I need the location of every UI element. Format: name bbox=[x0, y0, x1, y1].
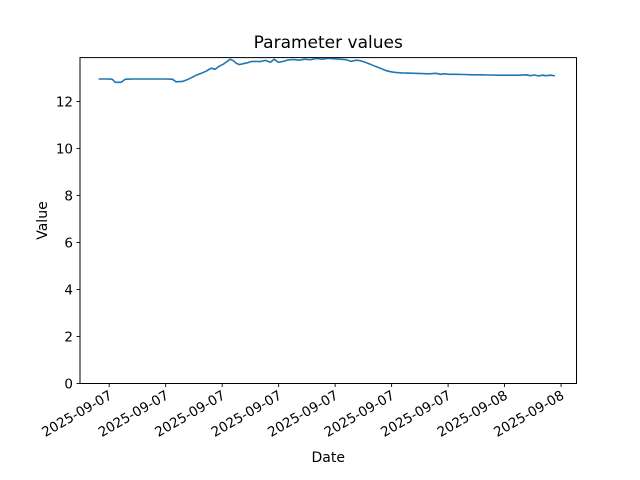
parameter-line bbox=[98, 57, 556, 84]
y-axis-ticks bbox=[76, 101, 80, 384]
y-axis-tick-labels: 0 2 4 6 8 10 12 bbox=[56, 94, 73, 392]
y-tick-label: 12 bbox=[56, 94, 73, 110]
y-axis-label: Value bbox=[35, 201, 51, 239]
axes-frame bbox=[79, 57, 577, 384]
y-tick-label: 0 bbox=[64, 376, 73, 392]
y-tick-label: 2 bbox=[64, 329, 73, 345]
y-tick-label: 4 bbox=[64, 282, 73, 298]
chart-title: Parameter values bbox=[254, 33, 403, 53]
y-tick-label: 8 bbox=[64, 188, 73, 204]
y-tick-label: 6 bbox=[64, 235, 73, 251]
data-series bbox=[98, 57, 556, 84]
y-tick-label: 10 bbox=[56, 141, 73, 157]
x-axis-ticks bbox=[108, 383, 562, 387]
x-axis-label: Date bbox=[312, 450, 345, 466]
